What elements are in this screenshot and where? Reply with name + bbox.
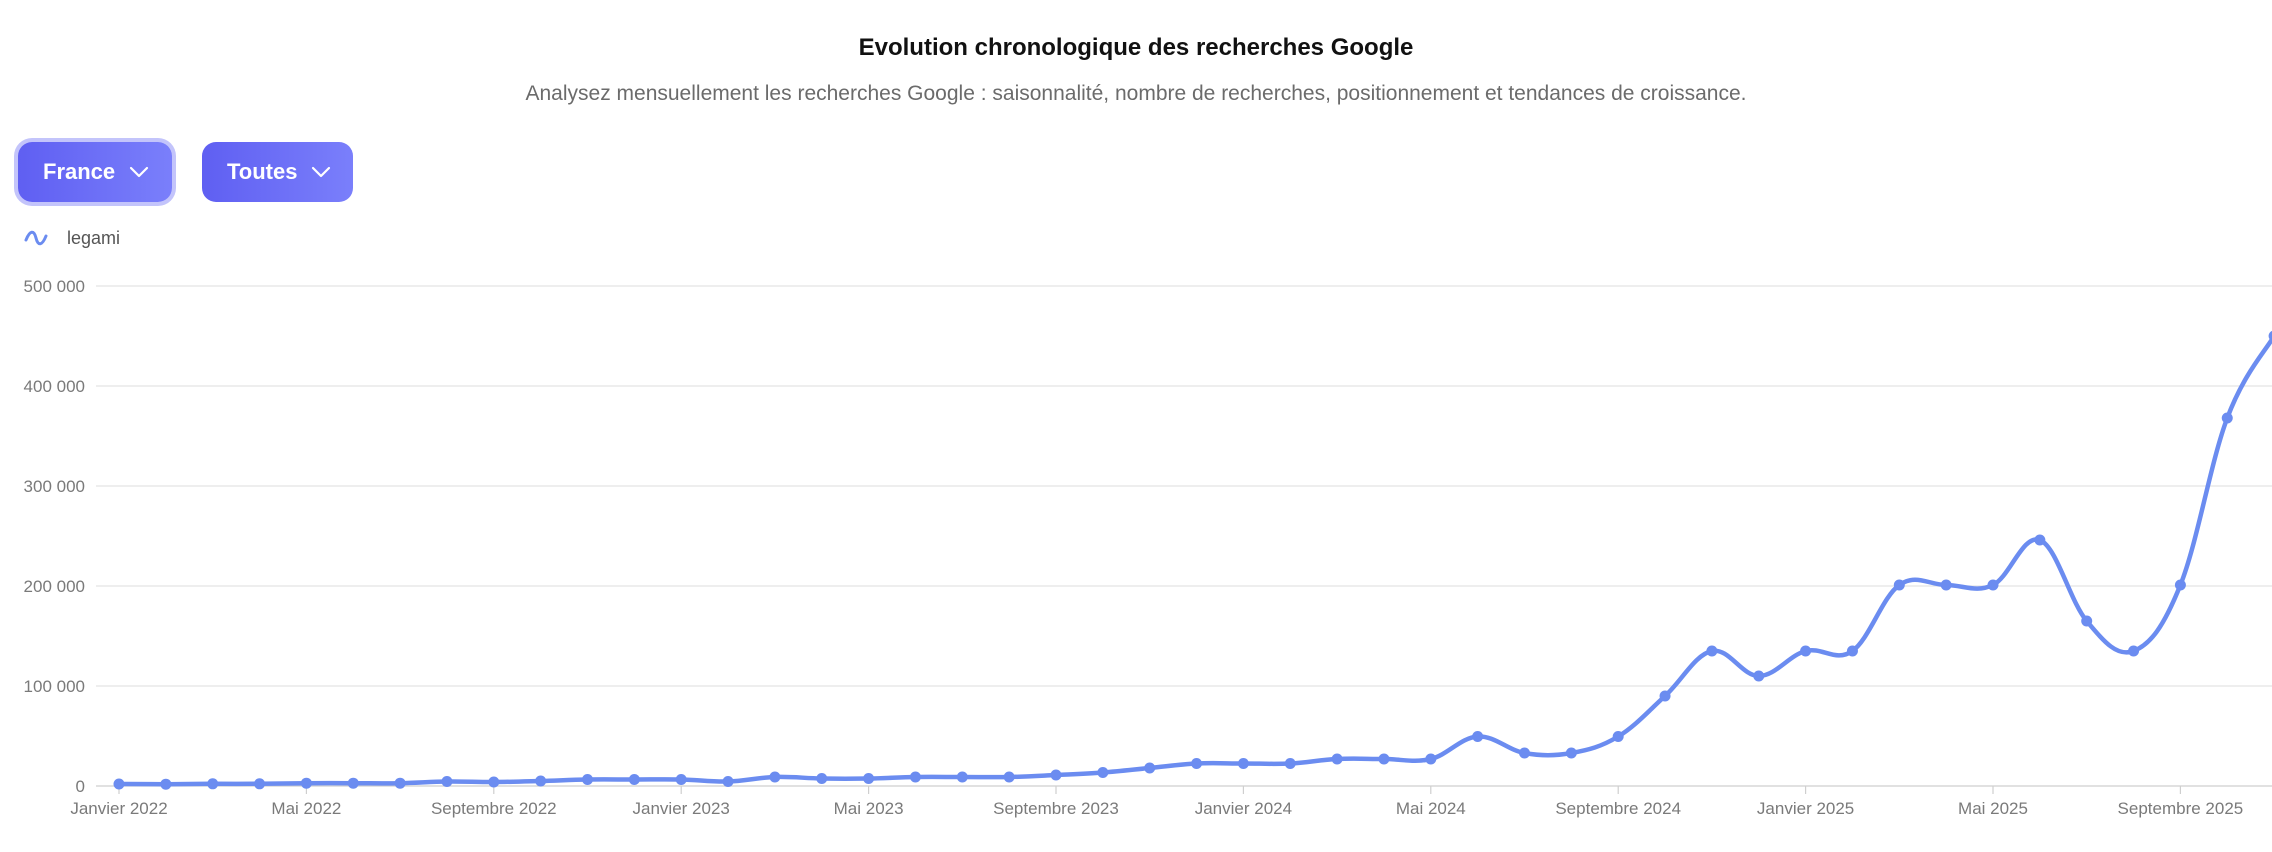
data-point xyxy=(2221,412,2233,424)
data-point xyxy=(628,774,640,785)
legend-series-label: legami xyxy=(67,227,121,248)
data-point xyxy=(1987,579,1999,591)
data-point xyxy=(1472,731,1484,742)
data-point xyxy=(160,778,172,790)
y-tick-label: 500 000 xyxy=(24,277,85,296)
country-select-label: France xyxy=(43,159,116,184)
x-tick-label: Septembre 2022 xyxy=(431,799,557,818)
data-point xyxy=(1659,690,1671,702)
data-point xyxy=(1191,758,1203,769)
x-tick-label: Janvier 2023 xyxy=(633,799,730,818)
y-tick-label: 100 000 xyxy=(24,677,85,696)
x-tick-label: Janvier 2025 xyxy=(1757,799,1854,818)
data-point xyxy=(1800,645,1812,657)
data-point xyxy=(113,778,125,790)
x-tick-label: Mai 2023 xyxy=(834,799,904,818)
data-point xyxy=(582,774,593,785)
data-point xyxy=(347,777,359,789)
x-tick-label: Septembre 2023 xyxy=(993,799,1119,818)
data-point xyxy=(1893,579,1905,591)
series-line xyxy=(116,335,2272,787)
legend-line-icon xyxy=(24,230,48,246)
data-point xyxy=(1565,747,1577,759)
data-point xyxy=(1940,579,1952,591)
data-point xyxy=(722,776,734,787)
data-point xyxy=(2174,579,2186,591)
data-point xyxy=(675,774,687,785)
data-point xyxy=(441,776,453,787)
data-point xyxy=(1237,758,1249,769)
x-tick-label: Septembre 2025 xyxy=(2118,799,2244,818)
x-tick-label: Mai 2022 xyxy=(271,799,341,818)
data-point xyxy=(1284,758,1296,769)
data-point xyxy=(1846,645,1858,657)
category-select-label: Toutes xyxy=(227,159,298,184)
data-point xyxy=(394,777,406,789)
data-point xyxy=(1144,762,1156,774)
data-point xyxy=(300,777,312,789)
data-point xyxy=(1097,767,1109,778)
chart-subtitle: Analysez mensuellement les recherches Go… xyxy=(525,82,1747,105)
data-point xyxy=(1378,753,1390,765)
x-tick-label: Janvier 2022 xyxy=(70,799,167,818)
y-tick-label: 0 xyxy=(76,777,85,796)
data-point xyxy=(1753,670,1765,682)
data-point xyxy=(1331,753,1343,765)
data-point xyxy=(1612,731,1624,742)
x-tick-label: Septembre 2024 xyxy=(1555,799,1681,818)
y-tick-label: 200 000 xyxy=(24,577,85,596)
data-point xyxy=(207,778,219,790)
data-point xyxy=(1425,753,1437,765)
data-point xyxy=(956,771,968,783)
category-select[interactable]: Toutes xyxy=(202,142,353,202)
data-point xyxy=(254,778,266,790)
country-select[interactable]: France xyxy=(18,142,172,202)
data-point xyxy=(1003,771,1015,783)
data-point xyxy=(1519,747,1530,759)
data-point xyxy=(2081,615,2093,627)
chevron-down-icon xyxy=(129,166,149,178)
chart-title: Evolution chronologique des recherches G… xyxy=(858,34,1414,61)
data-point xyxy=(1050,769,1062,781)
chart-legend[interactable]: legami xyxy=(24,226,120,250)
data-point xyxy=(2034,534,2046,546)
data-point xyxy=(488,776,500,788)
data-point xyxy=(2128,645,2140,657)
x-tick-label: Janvier 2024 xyxy=(1195,799,1292,818)
data-point xyxy=(1706,645,1718,657)
y-tick-label: 300 000 xyxy=(24,477,85,496)
data-point xyxy=(909,771,921,783)
chevron-down-icon xyxy=(311,166,331,178)
y-tick-label: 400 000 xyxy=(24,377,85,396)
data-point xyxy=(769,771,781,783)
data-point xyxy=(816,773,828,784)
data-point xyxy=(535,775,547,787)
x-tick-label: Mai 2024 xyxy=(1396,799,1466,818)
x-tick-label: Mai 2025 xyxy=(1958,799,2028,818)
data-point xyxy=(863,773,875,784)
data-point xyxy=(2268,330,2272,342)
